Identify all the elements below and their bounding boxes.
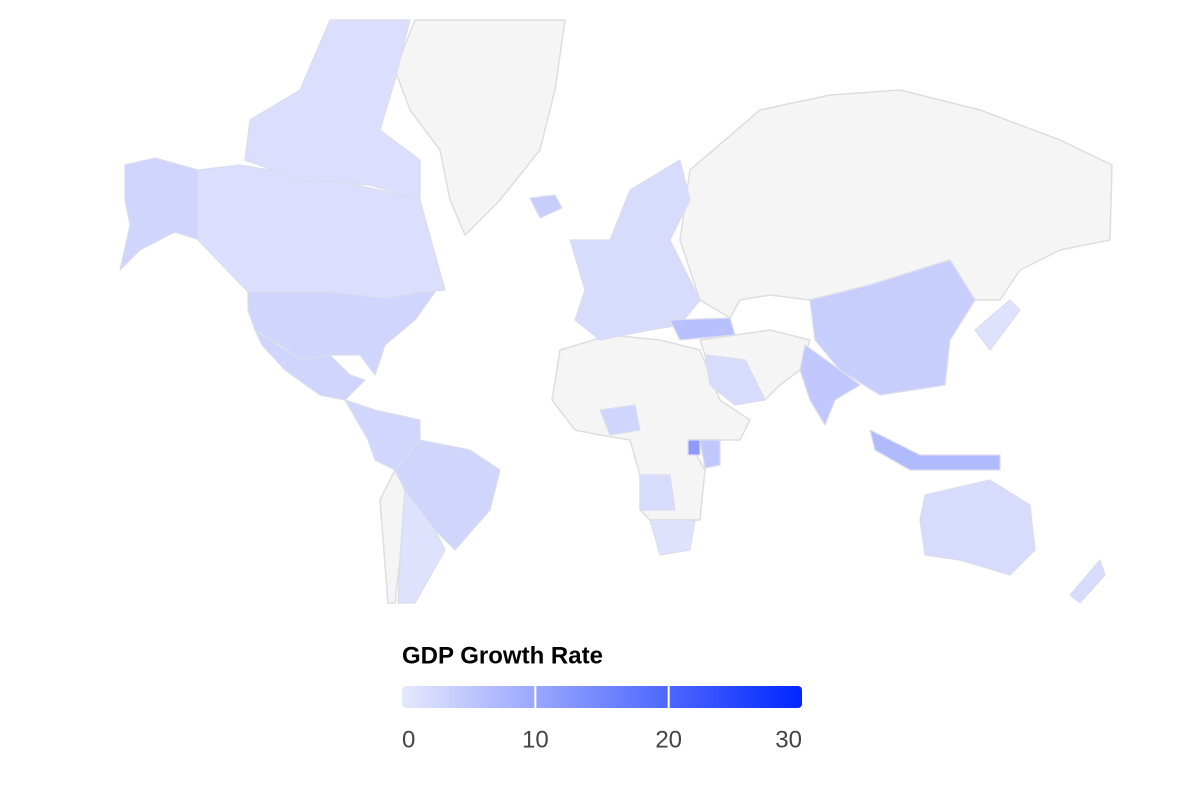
- country: [599, 404, 641, 436]
- country: [919, 479, 1036, 576]
- country: [704, 354, 766, 406]
- no-data-land: [379, 19, 1113, 604]
- country: [799, 344, 861, 426]
- country: [974, 299, 1021, 351]
- country: [649, 519, 696, 556]
- colorbar: 0 10 20 30: [402, 686, 802, 753]
- colorbar-gradient: [402, 686, 802, 708]
- colorbar-tick-label: 20: [655, 726, 682, 753]
- country: [244, 19, 421, 201]
- country: [669, 317, 736, 341]
- country: [529, 194, 563, 219]
- country: [609, 159, 691, 241]
- colorbar-tick-label: 0: [402, 726, 415, 753]
- country: [344, 399, 421, 471]
- country: [809, 259, 976, 396]
- colorbar-tick-label: 30: [775, 726, 802, 753]
- eurasia-no-data: [679, 89, 1113, 319]
- country: [119, 157, 201, 271]
- country: [869, 429, 1001, 471]
- countries: [119, 19, 1106, 604]
- country: [394, 439, 501, 551]
- country: [397, 489, 446, 604]
- greenland: [394, 19, 566, 236]
- country: [1069, 559, 1106, 604]
- country: [254, 329, 366, 401]
- country: [687, 439, 701, 456]
- colorbar-tick-label: 10: [522, 726, 549, 753]
- country: [569, 239, 701, 341]
- country: [639, 474, 676, 511]
- legend-title: GDP Growth Rate: [402, 642, 603, 669]
- country: [699, 439, 721, 469]
- central-asia: [699, 329, 811, 401]
